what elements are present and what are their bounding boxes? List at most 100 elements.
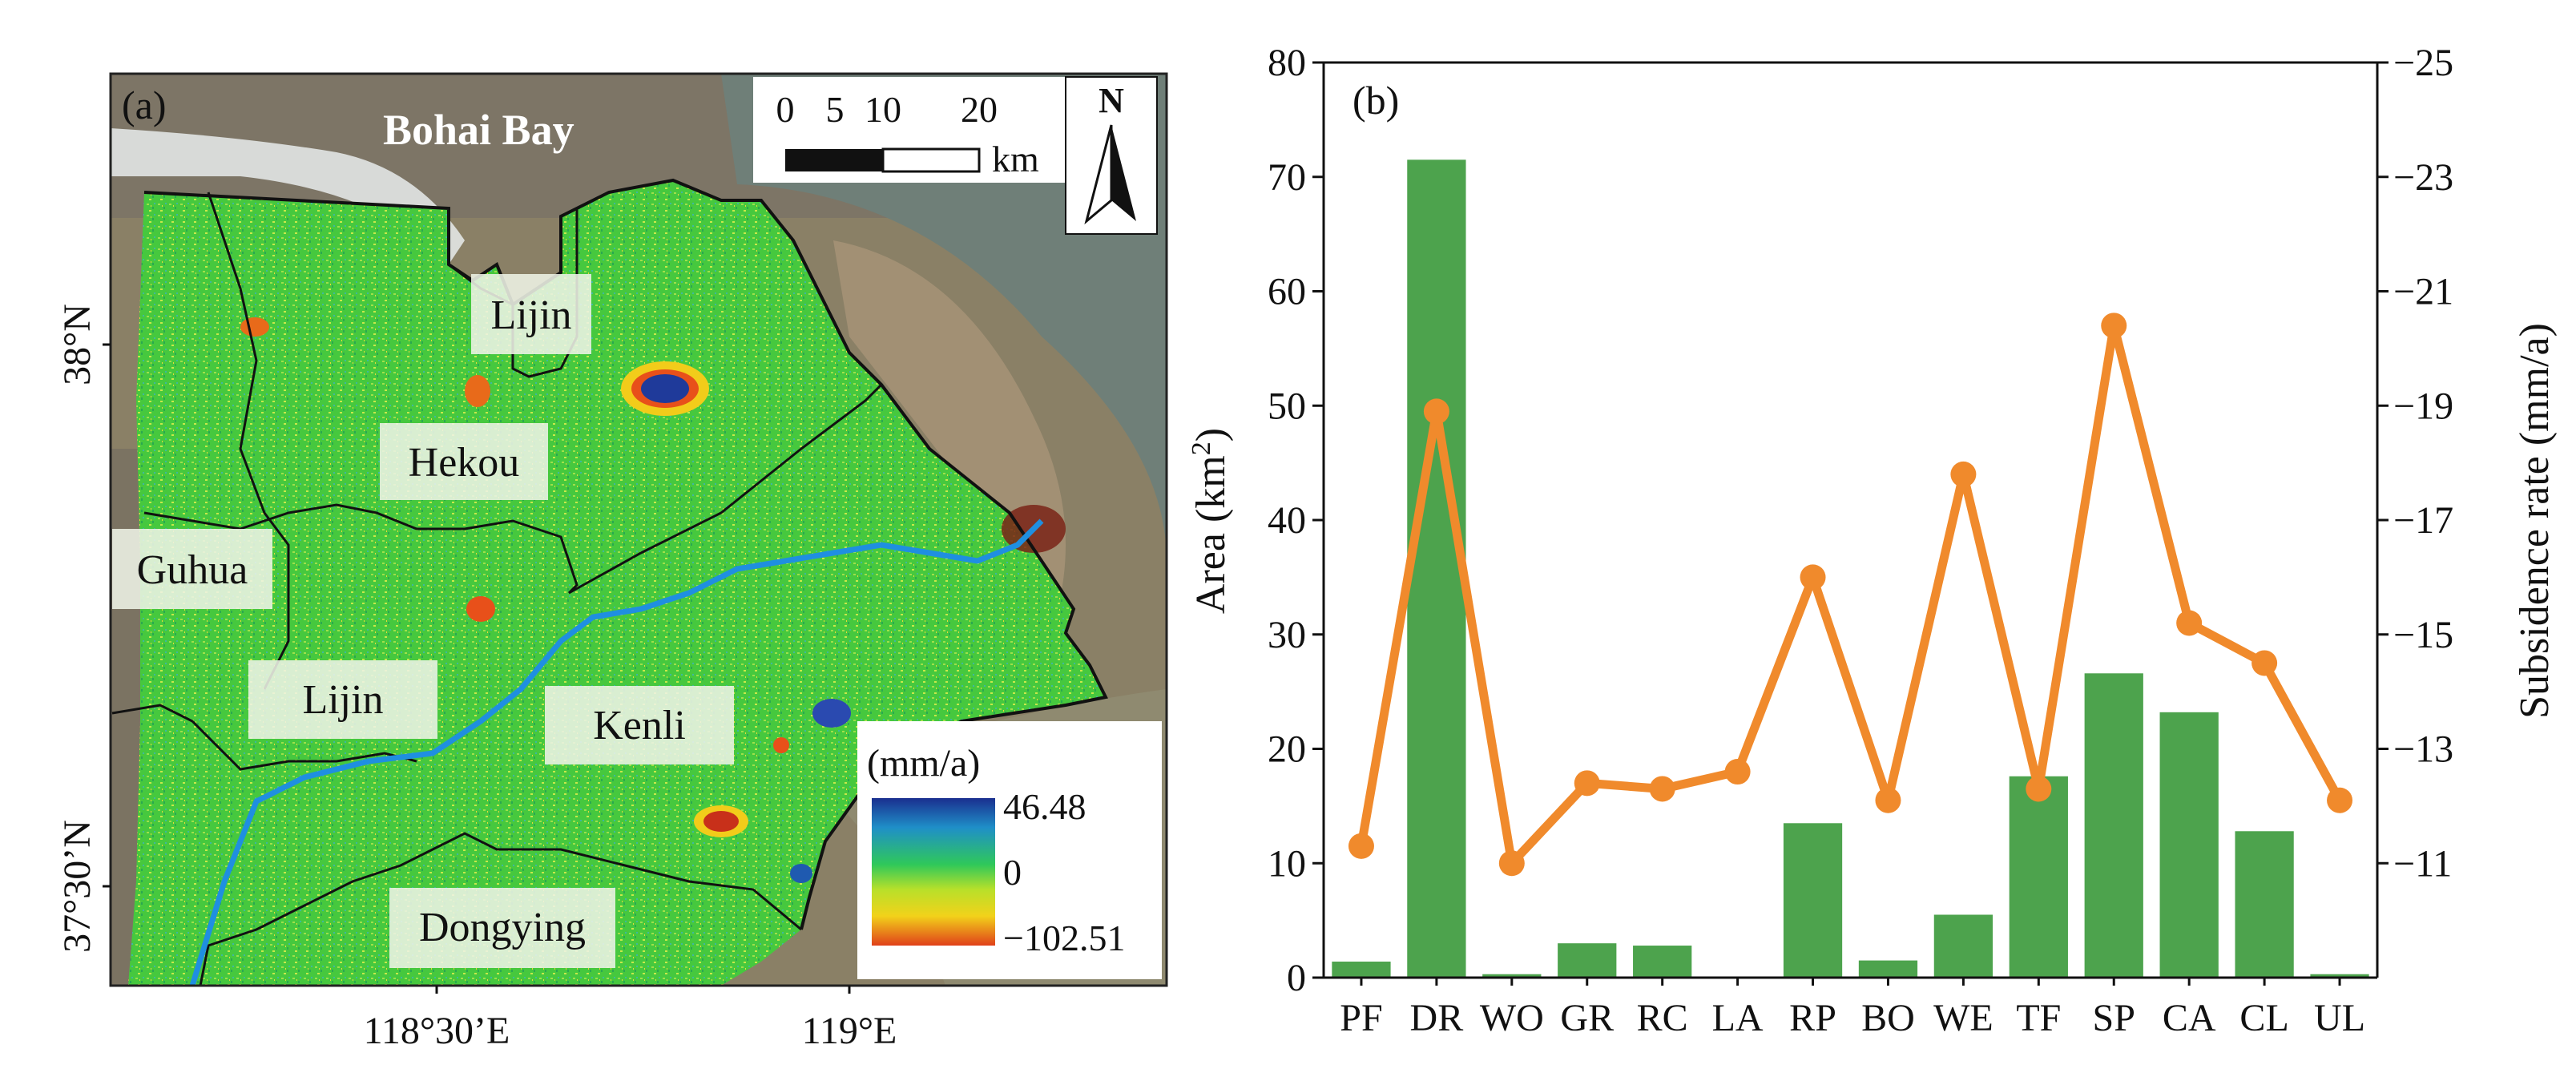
legend-min: −102.51 [1003,918,1125,958]
point-wo [1498,850,1525,877]
y-right-tick-label: −19 [2393,385,2453,427]
chart-axes: 0 10 20 30 40 50 60 70 80 −11 −13 −15 −17 −19 −21 −23 −2… [1268,42,2453,1039]
bar-ca [2159,712,2219,978]
bar-bo [1858,960,1918,978]
dongying-boundary [199,832,802,986]
lat-label-38: 38°N [56,304,99,385]
x-tick-label-ca: CA [2163,997,2216,1039]
hekou-south-boundary [143,503,578,595]
place-label-lijin-south: Lijin [302,677,383,723]
scalebar-tick-10: 10 [865,89,901,130]
y-left-tick-label: 0 [1287,957,1306,999]
hotspot [790,864,812,883]
x-tick-label-pf: PF [1340,997,1382,1039]
bar-dr [1407,159,1466,978]
x-tick-label-tf: TF [2016,997,2061,1039]
y-left-tick-label: 20 [1268,728,1306,771]
chart-svg: 0 10 20 30 40 50 60 70 80 −11 −13 −15 −17 −19 −21 −23 −2… [1187,42,2558,1039]
x-tick-label-dr: DR [1410,997,1464,1039]
y-axis-left-label: Area (km2) [1187,428,1235,614]
legend-title: (mm/a) [867,742,980,785]
y-right-tick-label: −13 [2393,728,2453,771]
y-right-tick-label: −11 [2393,842,2452,885]
point-sp [2101,313,2127,339]
y-right-tick-label: −25 [2393,42,2453,84]
hotspot [465,375,490,407]
x-tick-label-bo: BO [1861,997,1915,1039]
point-tf [2026,776,2052,802]
place-label-kenli: Kenli [593,703,686,748]
guhua-boundary [207,192,290,690]
point-bo [1875,787,1901,813]
place-label-lijin-north: Lijin [490,292,571,338]
yellow-river [189,518,1044,986]
place-label-guhua: Guhua [137,547,248,593]
bar-we [1933,914,1993,978]
hotspot-core [641,374,689,403]
x-tick-label-we: WE [1933,997,1993,1039]
hotspot [812,699,851,728]
north-arrow-icon: N [1084,81,1136,225]
hotspot [703,811,739,832]
chart-panel: 0 10 20 30 40 50 60 70 80 −11 −13 −15 −17 −19 −21 −23 −2… [1178,0,2576,1081]
hotspot [240,317,269,337]
x-tick-label-rp: RP [1789,997,1836,1039]
scalebar-tick-20: 20 [961,89,998,130]
x-tick-label-sp: SP [2093,997,2135,1039]
bar-wo [1482,974,1542,978]
point-ul [2327,787,2353,813]
north-label: N [1099,81,1124,120]
point-rc [1649,776,1675,802]
map-panel: (a) Bohai Bay Lijin Hekou Guhua Lijin Ke… [0,0,1178,1081]
point-pf [1348,833,1374,859]
map-frame [109,72,1168,987]
y-right-tick-label: −23 [2393,156,2453,199]
y-axis-left-label-tail: ) [1188,428,1234,442]
point-gr [1574,770,1600,797]
point-we [1950,461,1977,487]
hotspot [773,737,789,753]
point-la [1724,759,1751,785]
chart-panel-label: (b) [1353,78,1399,123]
scalebar-tick-5: 5 [826,89,845,130]
y-axis-left-label-sup: 2 [1187,442,1216,455]
y-left-tick-label: 30 [1268,614,1306,656]
scalebar-tick-0: 0 [776,89,795,130]
hekou-kenli-boundary [568,383,883,595]
sea-east [721,74,1167,561]
bar-series-area [1332,159,2369,978]
bar-rc [1633,946,1692,978]
line-series-subsidence [1348,313,2353,877]
legend-mid: 0 [1003,852,1022,893]
map-svg: (a) Bohai Bay Lijin Hekou Guhua Lijin Ke… [56,72,1168,1052]
bar-gr [1558,943,1617,978]
x-tick-label-rc: RC [1637,997,1688,1039]
x-tick-label-ul: UL [2314,997,2365,1039]
bohai-bay-label: Bohai Bay [383,106,574,154]
scalebar-unit: km [992,139,1039,179]
bar-tf [2009,776,2068,978]
y-left-tick-label: 10 [1268,842,1306,885]
lat-label-37-30: 37°30’N [56,820,99,953]
coast-surf [111,128,465,264]
point-rp [1800,564,1826,591]
y-axis-left-label-text: Area (km [1188,455,1234,614]
place-label-hekou: Hekou [409,440,520,486]
y-left-tick-label: 40 [1268,499,1306,542]
subsidence-line [1357,321,2344,868]
bar-sp [2084,673,2143,978]
y-right-tick-label: −15 [2393,614,2453,656]
bar-ul [2310,974,2369,978]
lon-label-119: 119°E [802,1010,897,1052]
hotspot [466,596,495,622]
point-dr [1423,398,1449,425]
place-label-dongying: Dongying [419,905,586,950]
map-panel-label: (a) [122,83,167,127]
lon-label-118-30: 118°30’E [364,1010,510,1052]
y-left-tick-label: 60 [1268,271,1306,313]
x-tick-label-wo: WO [1480,997,1544,1039]
bar-pf [1332,962,1391,978]
lijin-south-boundary [111,704,417,771]
point-cl [2251,650,2278,676]
point-ca [2176,610,2203,636]
